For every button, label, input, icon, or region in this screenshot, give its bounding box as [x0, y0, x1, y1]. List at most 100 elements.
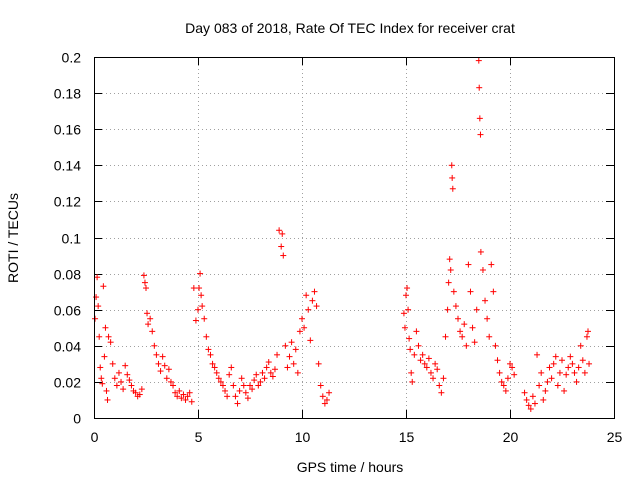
- data-point: [511, 371, 518, 378]
- data-point: [228, 364, 235, 371]
- data-point: [461, 321, 468, 328]
- data-point: [502, 387, 509, 394]
- data-point: [267, 369, 274, 376]
- data-point: [236, 387, 243, 394]
- data-point: [303, 292, 310, 299]
- data-point: [546, 364, 553, 371]
- plot-frame: [94, 57, 615, 419]
- y-tick-label: 0.12: [54, 194, 81, 210]
- data-point: [211, 364, 218, 371]
- data-point: [432, 360, 439, 367]
- data-point: [523, 396, 530, 403]
- data-point: [230, 382, 237, 389]
- data-point: [407, 346, 414, 353]
- data-point: [143, 285, 149, 292]
- data-point: [492, 342, 499, 349]
- data-point: [575, 364, 582, 371]
- data-point: [321, 400, 328, 407]
- y-tick-label: 0.1: [62, 231, 82, 247]
- data-point: [449, 174, 456, 181]
- y-axis-label: ROTI / TECUs: [5, 193, 21, 283]
- data-point: [141, 279, 148, 286]
- data-point: [436, 382, 443, 389]
- x-tick-label: 20: [503, 429, 519, 445]
- data-point: [128, 382, 135, 389]
- data-point: [544, 378, 551, 385]
- data-point: [186, 389, 193, 396]
- x-tick-label: 0: [91, 429, 99, 445]
- data-point: [459, 333, 466, 340]
- data-point: [430, 375, 437, 382]
- x-tick-label: 5: [195, 429, 203, 445]
- data-point: [423, 364, 430, 371]
- data-point: [161, 362, 168, 369]
- data-point: [290, 360, 297, 367]
- data-point: [118, 378, 125, 385]
- data-point: [465, 261, 472, 268]
- data-point: [97, 364, 104, 371]
- data-point: [284, 364, 291, 371]
- data-point: [400, 310, 407, 317]
- data-point: [548, 375, 555, 382]
- data-point: [280, 252, 287, 259]
- data-point: [159, 353, 166, 360]
- data-point: [406, 335, 413, 342]
- data-point: [170, 382, 177, 389]
- data-point: [145, 321, 152, 328]
- data-point: [288, 339, 295, 346]
- data-point: [274, 351, 281, 358]
- data-point: [184, 393, 191, 400]
- data-point: [115, 369, 122, 376]
- data-point: [556, 369, 563, 376]
- data-point: [195, 306, 201, 313]
- data-point: [484, 315, 491, 322]
- data-point: [271, 366, 278, 373]
- data-point: [249, 386, 256, 393]
- data-point: [209, 360, 216, 367]
- data-point: [101, 353, 108, 360]
- data-point: [111, 375, 118, 382]
- data-point: [569, 360, 576, 367]
- data-point: [94, 274, 101, 281]
- data-point: [198, 292, 205, 299]
- data-point: [196, 285, 203, 292]
- data-point: [105, 333, 112, 340]
- data-point: [583, 333, 590, 340]
- data-point: [311, 288, 318, 295]
- data-point: [126, 377, 133, 384]
- data-point: [475, 57, 482, 64]
- data-point: [559, 357, 565, 364]
- data-point: [536, 382, 543, 389]
- data-point: [534, 351, 541, 358]
- data-point: [490, 288, 497, 295]
- data-point: [255, 382, 262, 389]
- data-point: [527, 405, 534, 412]
- data-point: [99, 380, 106, 387]
- data-point: [509, 364, 516, 371]
- data-point: [405, 306, 412, 313]
- data-point: [269, 373, 276, 380]
- data-point: [109, 360, 116, 367]
- data-point: [413, 328, 420, 335]
- data-point: [174, 393, 181, 400]
- data-point: [149, 328, 156, 335]
- data-point: [299, 315, 305, 322]
- data-point: [404, 285, 411, 292]
- data-point: [317, 382, 324, 389]
- x-tick-label: 10: [295, 429, 311, 445]
- data-point: [498, 378, 505, 385]
- data-point: [419, 351, 426, 358]
- data-point: [104, 396, 111, 403]
- data-point: [172, 389, 179, 396]
- data-point: [155, 360, 162, 367]
- data-point: [305, 306, 312, 313]
- data-point: [253, 371, 260, 378]
- data-point: [471, 339, 478, 346]
- data-point: [440, 375, 447, 382]
- data-point: [477, 248, 484, 255]
- data-point: [96, 333, 103, 340]
- data-point: [190, 285, 197, 292]
- y-tick-label: 0: [73, 411, 81, 427]
- data-point: [197, 270, 204, 277]
- data-point: [450, 288, 457, 295]
